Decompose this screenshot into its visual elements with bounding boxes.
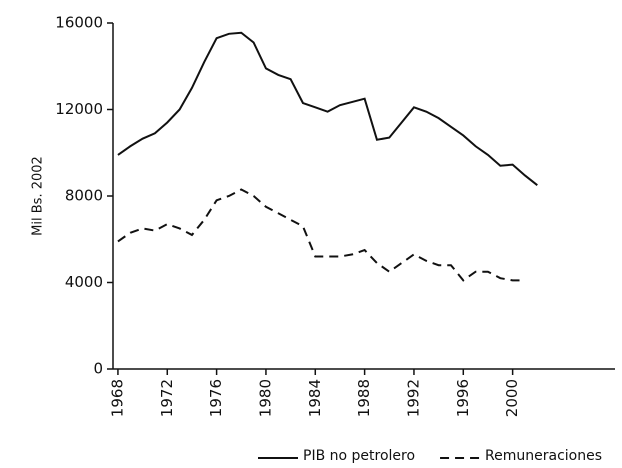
legend-label: PIB no petrolero bbox=[303, 448, 415, 464]
x-tick-label: 1968 bbox=[108, 379, 126, 417]
y-tick-label: 4000 bbox=[65, 273, 103, 291]
x-tick-label: 1984 bbox=[306, 379, 324, 417]
y-tick-label: 0 bbox=[93, 360, 103, 378]
y-tick-label: 12000 bbox=[55, 100, 103, 118]
y-axis-label: Mil Bs. 2002 bbox=[31, 156, 46, 236]
x-tick-label: 1996 bbox=[454, 379, 472, 417]
y-tick-label: 16000 bbox=[55, 14, 103, 32]
x-tick-label: 1988 bbox=[355, 379, 373, 417]
legend-label: Remuneraciones bbox=[485, 448, 602, 464]
x-tick-label: 1972 bbox=[158, 379, 176, 417]
x-tick-label: 1980 bbox=[256, 379, 274, 417]
series-line bbox=[117, 31, 538, 186]
x-tick-label: 1976 bbox=[207, 379, 225, 417]
series-line bbox=[117, 188, 525, 282]
x-tick-label: 1992 bbox=[404, 379, 422, 417]
y-tick-label: 8000 bbox=[65, 187, 103, 205]
x-tick-label: 2000 bbox=[503, 379, 521, 417]
